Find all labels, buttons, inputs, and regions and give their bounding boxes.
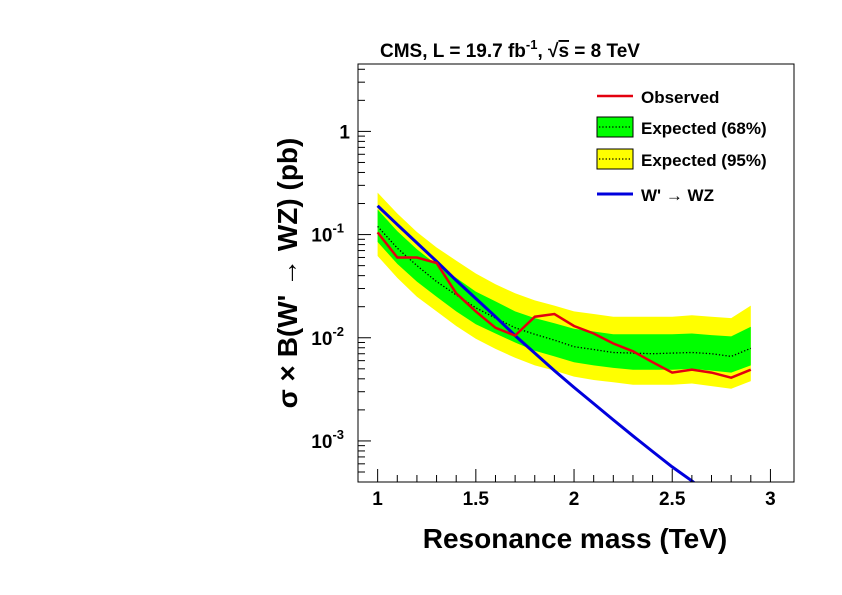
x-axis-title: Resonance mass (TeV) <box>423 523 728 554</box>
x-tick-label: 1.5 <box>463 489 490 510</box>
y-tick-label: 10-2 <box>311 324 344 350</box>
theory-line <box>376 204 696 482</box>
x-tick-labels: 1 1.5 2 2.5 3 <box>372 489 775 510</box>
y-tick-label: 10-1 <box>311 221 344 247</box>
axis-ticks <box>358 68 771 483</box>
legend-label-observed: Observed <box>641 88 719 107</box>
x-tick-label: 1 <box>372 489 383 510</box>
y-tick-label: 10-3 <box>311 427 344 453</box>
y-tick-label: 1 <box>339 122 350 143</box>
y-axis-title: σ × B(W' → WZ) (pb) <box>272 138 303 409</box>
chart-title: CMS, L = 19.7 fb-1, √s = 8 TeV <box>380 37 640 62</box>
x-tick-label: 3 <box>765 489 776 510</box>
observed-line <box>376 231 752 380</box>
legend: Observed Expected (68%) Expected (95%) W… <box>596 88 767 205</box>
legend-swatch-expected-95 <box>596 148 634 170</box>
x-tick-label: 2 <box>569 489 580 510</box>
y-tick-labels: 1 10-1 10-2 10-3 <box>311 122 350 453</box>
legend-label-expected-68: Expected (68%) <box>641 119 767 138</box>
x-tick-label: 2.5 <box>659 489 686 510</box>
plot-frame <box>357 63 795 483</box>
legend-label-theory: W' → WZ <box>641 186 714 205</box>
expected-68-band <box>377 209 751 373</box>
plot-data <box>376 192 752 482</box>
legend-label-expected-95: Expected (95%) <box>641 151 767 170</box>
legend-swatch-expected-68 <box>596 116 634 138</box>
